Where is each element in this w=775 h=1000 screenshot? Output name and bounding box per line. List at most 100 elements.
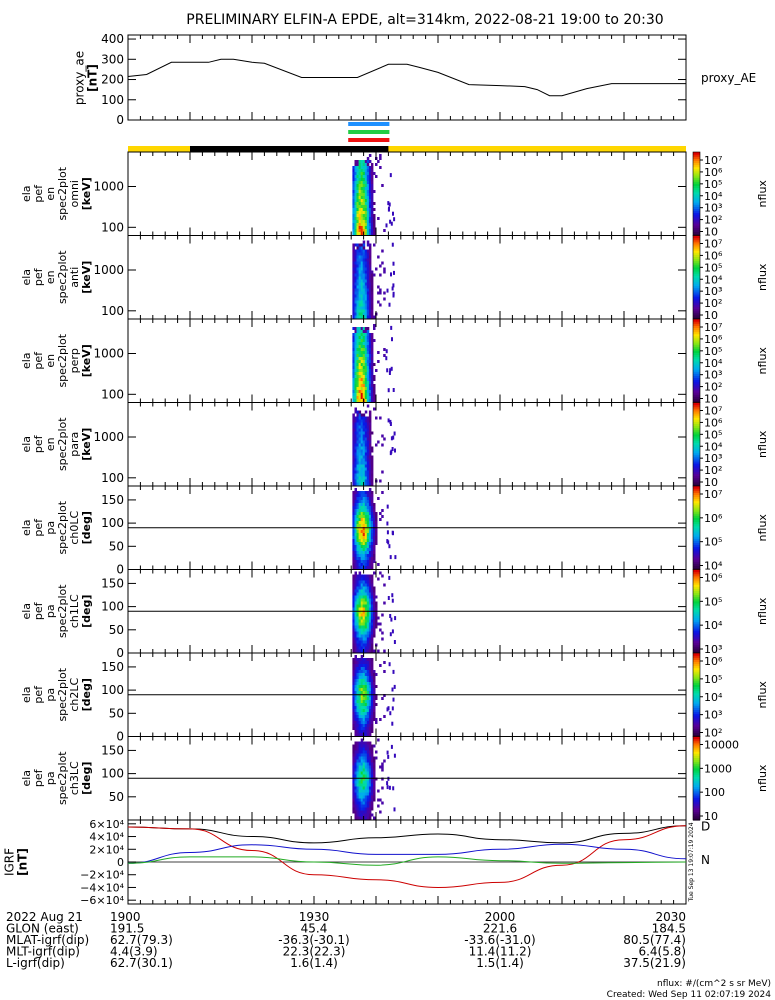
spectrogram-cell — [356, 640, 359, 644]
colorbar-swatch — [693, 450, 700, 454]
spectrogram-cell — [366, 178, 370, 181]
spectrogram-cell — [354, 709, 357, 712]
spectrogram-cell — [360, 771, 364, 775]
spectrogram-cell — [354, 801, 357, 805]
colorbar-swatch — [693, 617, 700, 621]
spectrogram-cell — [362, 205, 366, 208]
colorbar-swatch — [693, 181, 700, 184]
spectrogram-cell — [362, 464, 366, 468]
spectrogram-cell — [373, 214, 376, 217]
spectrogram-cell — [366, 595, 370, 599]
spectrogram-cell — [356, 372, 359, 375]
spectrogram-cell — [373, 816, 376, 820]
spectrogram-cell — [360, 789, 364, 793]
spectrogram-cell — [360, 658, 364, 661]
colorbar-swatch — [693, 513, 700, 516]
spectrogram-cell — [360, 619, 364, 623]
spectrogram-cell — [354, 273, 357, 277]
spectrogram-cell — [358, 315, 362, 319]
colorbar-swatch — [693, 229, 700, 232]
spectrogram-cell — [356, 506, 359, 509]
spectrogram-cell — [360, 166, 364, 169]
y-axis-label-line: ch0LC — [68, 511, 81, 545]
spectrogram-cell — [391, 286, 394, 291]
spectrogram-cell — [366, 500, 370, 503]
spectrogram-cell — [358, 786, 362, 790]
spectrogram-cell — [354, 339, 357, 342]
spectrogram-cell — [373, 217, 376, 220]
colorbar-swatch — [693, 596, 700, 600]
spectrogram-cell — [360, 223, 364, 226]
spectrogram-cell — [362, 396, 366, 399]
y-tick-label: 150 — [101, 576, 124, 590]
spectrogram-cell — [366, 807, 370, 811]
spectrogram-cell — [352, 551, 355, 554]
spectrogram-cell — [366, 697, 370, 700]
colorbar-swatch — [693, 540, 700, 543]
spectrogram-cell — [356, 694, 359, 697]
spectrogram-cell — [354, 166, 357, 169]
colorbar-swatch — [693, 684, 700, 687]
spectrogram-cell — [368, 548, 372, 551]
spectrogram-cell — [356, 533, 359, 536]
spectrogram-cell — [368, 482, 372, 486]
spectrogram-cell — [352, 315, 355, 319]
spectrogram-cell — [354, 759, 357, 763]
spectrogram-cell — [381, 491, 384, 494]
spectrogram-cell — [360, 545, 364, 548]
spectrogram-cell — [356, 437, 359, 441]
spectrogram-cell — [362, 721, 366, 724]
spectrogram-cell — [368, 694, 372, 697]
spectrogram-cell — [381, 443, 384, 447]
spectrogram-cell — [373, 679, 376, 682]
spectrogram-cell — [358, 261, 362, 265]
spectrogram-cell — [354, 527, 357, 530]
colorbar-swatch — [693, 438, 700, 441]
colorbar-swatch — [693, 605, 700, 608]
spectrogram-cell — [362, 363, 366, 366]
spectrogram-cell — [354, 303, 357, 307]
spectrogram-cell — [362, 536, 366, 539]
y-axis-label-line: spec2plot — [56, 333, 69, 387]
spectrogram-cells — [352, 324, 395, 402]
spectrogram-cell — [358, 464, 362, 468]
spectrogram-cell — [352, 291, 355, 295]
spectrogram-cell — [352, 229, 355, 232]
spectrogram-cell — [370, 616, 374, 620]
spectrogram-cell — [356, 774, 359, 778]
colorbar-swatch — [693, 477, 700, 481]
colorbar-swatch — [693, 193, 700, 197]
spectrogram-cell — [364, 542, 368, 545]
spectrogram-cell — [370, 345, 374, 348]
spectrogram-cell — [370, 449, 374, 453]
spectrogram-cell — [368, 184, 372, 187]
spectrogram-cell — [360, 494, 364, 497]
spectrogram-cell — [352, 226, 355, 229]
spectrogram-cell — [364, 646, 368, 650]
spectrogram-cell — [364, 267, 368, 271]
colorbar-swatch — [693, 271, 700, 274]
spectrogram-cell — [368, 500, 372, 503]
spectrogram-cell — [373, 232, 376, 235]
spectrogram-cell — [356, 521, 359, 524]
spectrogram-cell — [354, 518, 357, 521]
spectrogram-cell — [364, 172, 368, 175]
spectrogram-cell — [354, 706, 357, 709]
spectrogram-cell — [390, 744, 393, 749]
colorbar-swatch — [693, 536, 700, 539]
spectrogram-cell — [358, 413, 362, 417]
spectrogram-cell — [360, 548, 364, 551]
y-axis-label: ela pef en spec2plot para [keV] — [20, 417, 93, 471]
spectrogram-cell — [360, 461, 364, 465]
colorbar-swatch — [693, 630, 700, 633]
spectrogram-cell — [362, 673, 366, 676]
spectrogram-cell — [358, 437, 362, 441]
spectrogram-cell — [373, 610, 376, 614]
spectrogram-cell — [354, 199, 357, 202]
colorbar-title: nflux — [756, 514, 769, 542]
colorbar-swatch — [693, 715, 700, 719]
spectrogram-cell — [368, 372, 372, 375]
spectrogram-cell — [381, 777, 384, 781]
colorbar-swatch — [693, 398, 700, 401]
spectrogram-cell — [373, 554, 376, 557]
